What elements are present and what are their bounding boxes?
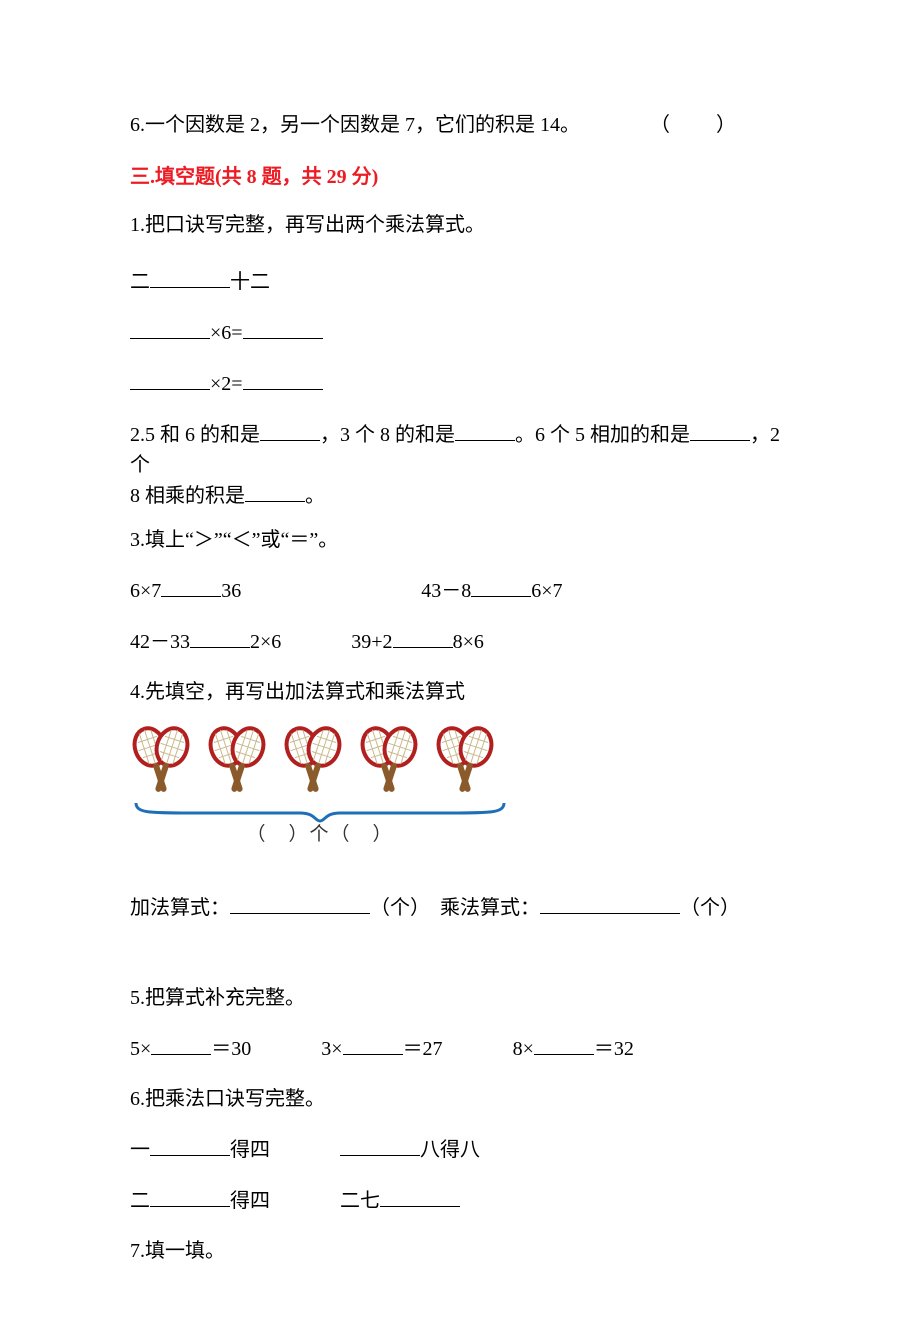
blank[interactable] <box>243 368 323 390</box>
blank[interactable] <box>161 575 221 597</box>
fb5-a-eq: ＝30 <box>211 1038 251 1060</box>
fb3-row1: 6×7 36 43－8 6×7 <box>130 575 790 606</box>
fb2-c: 。6 个 5 相加的和是 <box>515 424 690 446</box>
blank[interactable] <box>540 892 680 914</box>
fb3-r2-ra: 39+2 <box>351 631 392 653</box>
fb4-ans-mid: （个） 乘法算式： <box>370 897 540 919</box>
rackets-figure: （ ）个（ ） <box>130 725 790 850</box>
brace <box>130 801 510 823</box>
fb2-a: 2.5 和 6 的和是 <box>130 424 260 446</box>
section-3-title: 三.填空题(共 8 题，共 29 分) <box>130 162 790 192</box>
racket-pair-icon <box>434 725 496 803</box>
fb6-intro: 6.把乘法口诀写完整。 <box>130 1084 790 1114</box>
racket-pair-icon <box>282 725 344 803</box>
fb1-r1-b: 十二 <box>230 271 270 293</box>
fb3-r1-rb: 6×7 <box>531 580 562 602</box>
blank[interactable] <box>151 1033 211 1055</box>
blank[interactable] <box>340 1134 420 1156</box>
racket-pair-icon <box>130 725 192 803</box>
blank[interactable] <box>190 626 250 648</box>
fb4-intro: 4.先填空，再写出加法算式和乘法算式 <box>130 677 790 707</box>
blank[interactable] <box>150 1185 230 1207</box>
blank[interactable] <box>455 419 515 441</box>
fb5-intro: 5.把算式补充完整。 <box>130 983 790 1013</box>
fb4-ans-a: 加法算式： <box>130 897 230 919</box>
fb6-row1: 一 得四 八得八 <box>130 1134 790 1165</box>
fb1-row2: ×6= <box>130 317 790 348</box>
fb3-r1-mid: 36 <box>221 580 241 602</box>
fb7-intro: 7.填一填。 <box>130 1236 790 1266</box>
fb3-r1-ra: 43－8 <box>421 580 471 602</box>
fb3-r2-rb: 8×6 <box>453 631 484 653</box>
blank[interactable] <box>130 317 210 339</box>
fb3-r2-mid: 2×6 <box>250 631 281 653</box>
fb5-c-eq: ＝32 <box>594 1038 634 1060</box>
blank[interactable] <box>230 892 370 914</box>
fb1-intro: 1.把口诀写完整，再写出两个乘法算式。 <box>130 210 790 240</box>
fb6-r2-a: 二 <box>130 1190 150 1212</box>
fb5-c: 8× <box>513 1038 534 1060</box>
fb4-ans-end: （个） <box>680 897 740 919</box>
blank[interactable] <box>343 1033 403 1055</box>
fb1-row3: ×2= <box>130 368 790 399</box>
blank[interactable] <box>690 419 750 441</box>
fb2-e: 8 相乘的积是 <box>130 485 245 507</box>
blank[interactable] <box>245 480 305 502</box>
fb6-row2: 二 得四 二七 <box>130 1185 790 1216</box>
question-6: 6.一个因数是 2，另一个因数是 7，它们的积是 14。 （ ） <box>130 110 790 140</box>
fb3-row2: 42－33 2×6 39+2 8×6 <box>130 626 790 657</box>
racket-pair-icon <box>358 725 420 803</box>
blank[interactable] <box>243 317 323 339</box>
fb3-r2-left: 42－33 <box>130 631 190 653</box>
fb5-row: 5× ＝30 3× ＝27 8× ＝32 <box>130 1033 790 1064</box>
blank[interactable] <box>150 1134 230 1156</box>
blank[interactable] <box>130 368 210 390</box>
fb3-r1-left: 6×7 <box>130 580 161 602</box>
fb6-r1-b: 得四 <box>230 1139 270 1161</box>
fb6-r1-c: 八得八 <box>420 1139 480 1161</box>
blank[interactable] <box>380 1185 460 1207</box>
fb2-f: 。 <box>305 485 325 507</box>
blank[interactable] <box>393 626 453 648</box>
fb5-a: 5× <box>130 1038 151 1060</box>
fb6-r1-a: 一 <box>130 1139 150 1161</box>
blank[interactable] <box>534 1033 594 1055</box>
fb1-r3-a: ×2= <box>210 373 243 395</box>
blank[interactable] <box>471 575 531 597</box>
fb1-row1: 二 十二 <box>130 266 790 297</box>
q6-text: 6.一个因数是 2，另一个因数是 7，它们的积是 14。 <box>130 114 580 136</box>
fb1-r1-a: 二 <box>130 271 150 293</box>
fb6-r2-c: 二七 <box>340 1190 380 1212</box>
q6-paren: （ ） <box>650 114 738 136</box>
fb6-r2-b: 得四 <box>230 1190 270 1212</box>
fb1-r2-a: ×6= <box>210 322 243 344</box>
fb5-b: 3× <box>321 1038 342 1060</box>
fb3-intro: 3.填上“＞”“＜”或“＝”。 <box>130 525 790 555</box>
fb2: 2.5 和 6 的和是，3 个 8 的和是。6 个 5 相加的和是，2 个 8 … <box>130 419 790 511</box>
fb2-b: ，3 个 8 的和是 <box>320 424 455 446</box>
rackets-row <box>130 725 790 803</box>
figure-caption: （ ）个（ ） <box>130 821 510 850</box>
fb4-answers: 加法算式： （个） 乘法算式： （个） <box>130 892 790 923</box>
blank[interactable] <box>260 419 320 441</box>
fb5-b-eq: ＝27 <box>403 1038 443 1060</box>
blank[interactable] <box>150 266 230 288</box>
racket-pair-icon <box>206 725 268 803</box>
